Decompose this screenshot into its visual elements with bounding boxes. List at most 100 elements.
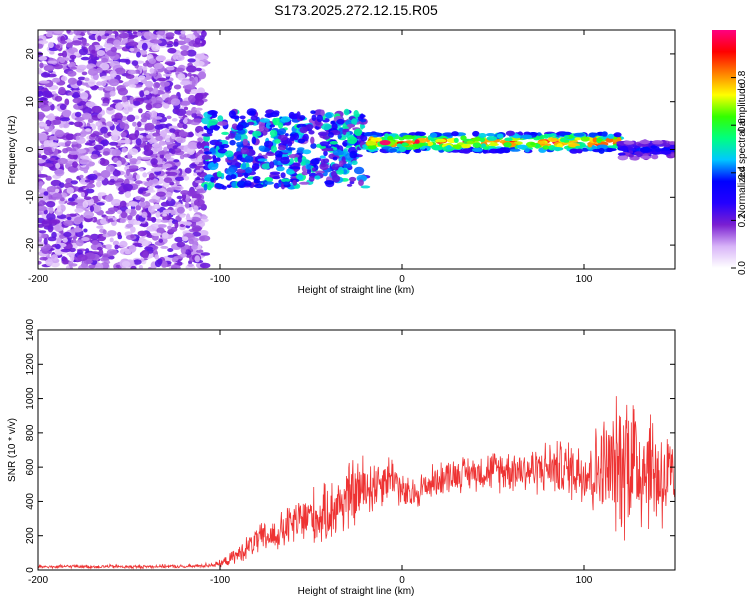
heatmap-cell	[96, 180, 102, 188]
heatmap-cell	[613, 132, 622, 138]
heatmap-cell	[299, 115, 306, 121]
heatmap-cell	[132, 121, 137, 127]
heatmap-cell	[323, 158, 330, 164]
heatmap-cell	[148, 198, 158, 203]
heatmap-cell	[84, 179, 91, 183]
heatmap-cell	[141, 42, 148, 51]
heatmap-cell	[47, 101, 53, 106]
heatmap-cell	[161, 232, 169, 239]
heatmap-cell	[180, 246, 187, 254]
heatmap-cell	[306, 167, 312, 175]
heatmap-cell	[83, 228, 88, 233]
heatmap-cell	[128, 244, 137, 253]
heatmap-cell	[234, 133, 242, 141]
heatmap-cell	[569, 148, 579, 154]
heatmap-cell	[261, 163, 271, 170]
heatmap-cell	[563, 135, 570, 139]
heatmap-cell	[67, 77, 77, 85]
heatmap-cell	[316, 114, 323, 123]
heatmap-cell	[183, 37, 191, 44]
heatmap-cell	[170, 98, 181, 106]
heatmap-cell	[187, 263, 194, 267]
heatmap-cell	[111, 118, 119, 122]
heatmap-cell	[651, 140, 664, 145]
heatmap-cell	[618, 155, 629, 160]
heatmap-cell	[196, 141, 202, 149]
colorbar-label: Normalized spectral amplitude	[737, 82, 748, 217]
heatmap-cell	[294, 157, 299, 163]
heatmap-cell	[504, 137, 513, 142]
heatmap-cell	[280, 156, 290, 165]
heatmap-cell	[75, 239, 84, 247]
heatmap-cell	[160, 129, 168, 137]
heatmap-cell	[236, 173, 243, 178]
heatmap-cell	[117, 234, 123, 240]
heatmap-cell	[151, 96, 157, 104]
heatmap-cell	[360, 185, 371, 189]
heatmap-cell	[167, 229, 176, 233]
heatmap-cell	[149, 186, 154, 192]
heatmap-cell	[72, 91, 80, 99]
spectrogram-y-tick-label: -10	[25, 190, 36, 205]
heatmap-cell	[311, 114, 317, 121]
heatmap-cell	[160, 219, 170, 223]
heatmap-cell	[67, 92, 74, 96]
heatmap-cell	[537, 140, 546, 145]
heatmap-cell	[68, 197, 75, 202]
heatmap-cell	[387, 135, 394, 141]
heatmap-cell	[196, 188, 207, 194]
heatmap-cell	[50, 219, 61, 224]
heatmap-cell	[46, 186, 58, 193]
heatmap-cell	[338, 160, 344, 167]
heatmap-cell	[115, 103, 124, 111]
heatmap-cell	[83, 168, 88, 174]
heatmap-cell	[163, 177, 173, 184]
heatmap-cell	[137, 127, 145, 131]
heatmap-cell	[171, 133, 176, 140]
heatmap-cell	[306, 164, 312, 170]
heatmap-cell	[68, 121, 75, 125]
heatmap-cell	[160, 245, 169, 249]
heatmap-cell	[669, 145, 675, 150]
heatmap-cell	[66, 201, 78, 206]
heatmap-cell	[88, 264, 96, 269]
heatmap-cell	[240, 147, 250, 155]
heatmap-cell	[176, 195, 183, 200]
heatmap-cell	[74, 216, 84, 223]
heatmap-cell	[91, 49, 96, 54]
heatmap-cell	[117, 119, 123, 123]
heatmap-cell	[358, 179, 364, 186]
heatmap-cell	[343, 163, 352, 168]
snr-y-tick-label: 1000	[25, 387, 36, 410]
heatmap-cell	[479, 137, 485, 143]
heatmap-cell	[38, 159, 45, 164]
heatmap-cell	[253, 178, 260, 184]
heatmap-cell	[59, 103, 67, 111]
heatmap-cell	[125, 59, 131, 65]
heatmap-cell	[669, 141, 675, 145]
heatmap-cell	[163, 191, 173, 198]
heatmap-cell	[58, 86, 66, 95]
heatmap-cell	[109, 175, 115, 180]
heatmap-cell	[330, 120, 335, 125]
heatmap-cell	[451, 131, 459, 137]
heatmap-cell	[172, 159, 180, 163]
heatmap-cell	[56, 205, 62, 213]
heatmap-cell	[503, 142, 512, 148]
heatmap-cell	[194, 92, 204, 101]
heatmap-cell	[441, 132, 454, 137]
heatmap-cell	[224, 150, 234, 158]
heatmap-cell	[347, 136, 358, 144]
heatmap-cell	[38, 43, 44, 49]
heatmap-cell	[38, 111, 45, 120]
heatmap-cell	[155, 191, 166, 197]
heatmap-cell	[194, 37, 201, 45]
heatmap-cell	[167, 248, 174, 252]
heatmap-cell	[87, 79, 96, 87]
heatmap-cell	[197, 137, 203, 143]
heatmap-cell	[39, 256, 48, 261]
heatmap-cell	[111, 149, 122, 157]
heatmap-cell	[60, 40, 67, 44]
heatmap-cell	[138, 75, 146, 79]
